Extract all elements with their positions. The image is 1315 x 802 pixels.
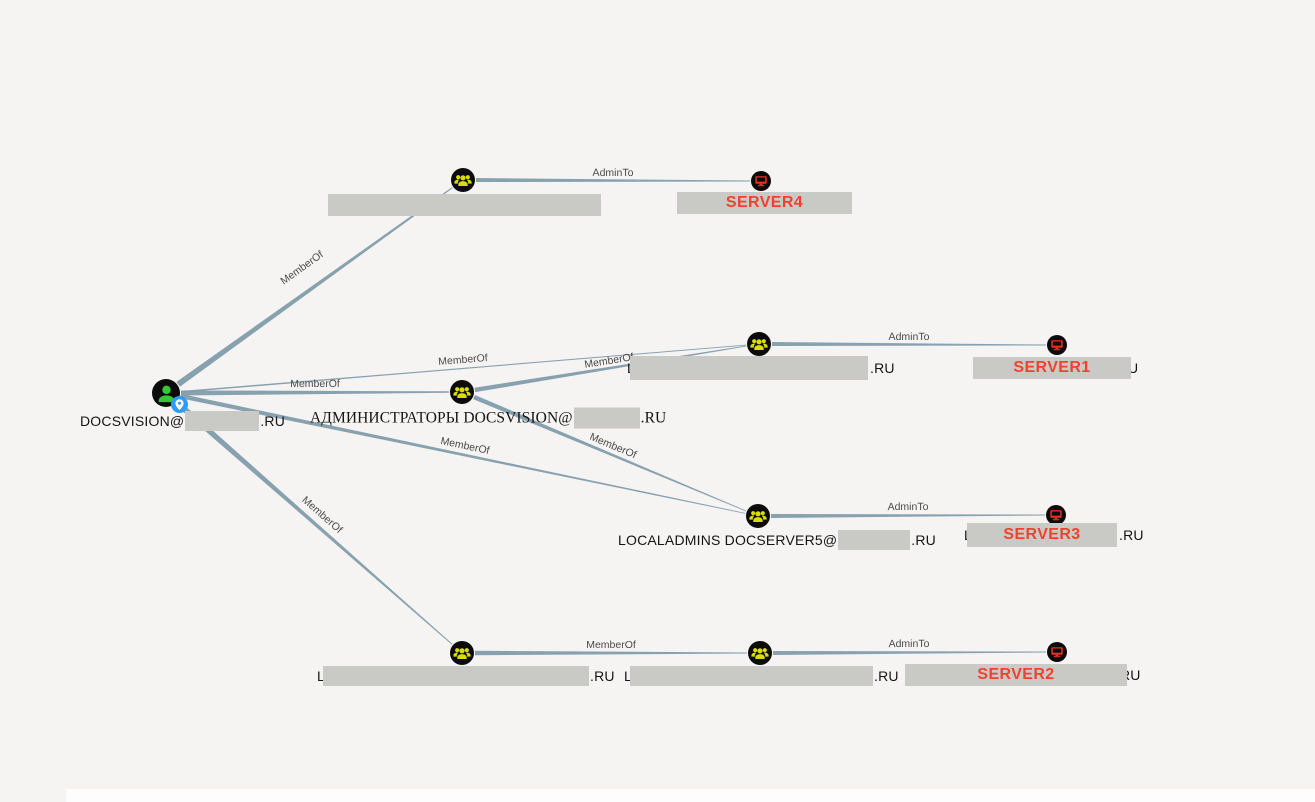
group-bottom1-label: L .RU: [317, 666, 615, 686]
group-localadmins-label: LOCALADMINS DOCSERVER5@ .RU: [618, 530, 936, 550]
group-icon: [453, 387, 471, 398]
computer-server4-node[interactable]: [751, 171, 771, 191]
computer-server2-node[interactable]: [1047, 642, 1067, 662]
server-name-box: SERVER4: [677, 192, 852, 214]
group-admins-node[interactable]: [450, 380, 474, 404]
computer-server2-label: SERVER2 RU: [905, 664, 1141, 686]
server-name-text: SERVER1: [1013, 359, 1091, 376]
group-icon: [454, 175, 472, 186]
computer-server1-node[interactable]: [1047, 335, 1067, 355]
edge-label-memberof[interactable]: MemberOf: [290, 378, 340, 391]
group-right-label: L.RU: [627, 356, 895, 380]
computer-server3-label: LSERVER3.RU: [964, 523, 1144, 547]
label-text: .RU: [911, 532, 936, 548]
edge-adminto[interactable]: [770, 513, 1046, 518]
label-text: .RU: [874, 668, 899, 684]
edge-label-adminto[interactable]: AdminTo: [888, 330, 930, 343]
group-right-node[interactable]: [747, 332, 771, 356]
redaction-box: [185, 411, 260, 431]
group-top-label: [328, 194, 601, 216]
edge-memberof[interactable]: [475, 650, 747, 656]
edge-memberof[interactable]: [175, 400, 453, 645]
label-text: DOCSVISION@: [80, 413, 185, 429]
computer-server3-node[interactable]: [1046, 505, 1066, 525]
group-icon: [453, 648, 471, 659]
user-docsvision-label: DOCSVISION@ .RU: [80, 411, 285, 431]
group-bottom1-node[interactable]: [450, 641, 474, 665]
edge-memberof[interactable]: [473, 394, 747, 512]
server-name-box: SERVER3: [967, 523, 1117, 547]
label-text: АДМИНИСТРАТОРЫ DOCSVISION@: [310, 409, 573, 426]
location-pin-icon: [171, 396, 188, 413]
group-bottom2-node[interactable]: [748, 641, 772, 665]
server-name-text: SERVER4: [725, 194, 804, 211]
group-admins-label: АДМИНИСТРАТОРЫ DOCSVISION@ .RU: [310, 407, 667, 429]
label-text: L: [317, 668, 325, 684]
edge-adminto[interactable]: [475, 178, 751, 183]
label-text: U: [1128, 360, 1139, 376]
label-text: .RU: [1119, 527, 1144, 543]
redaction-box: [630, 666, 873, 686]
group-icon: [750, 339, 768, 350]
edge-label-memberof[interactable]: MemberOf: [586, 639, 636, 651]
label-text: .RU: [260, 413, 286, 429]
edge-memberof[interactable]: [180, 390, 450, 396]
bottom-strip: [66, 789, 1315, 802]
label-text: .RU: [870, 360, 895, 376]
computer-icon: [1051, 647, 1063, 658]
server-name-box: SERVER1: [973, 357, 1131, 379]
label-text: L: [624, 668, 632, 684]
redaction-box: [573, 407, 640, 429]
group-localadmins-node[interactable]: [746, 504, 770, 528]
edge-memberof[interactable]: [180, 393, 746, 514]
group-top-node[interactable]: [451, 168, 475, 192]
location-pin-badge: [171, 396, 188, 413]
edge-adminto[interactable]: [771, 342, 1047, 347]
redaction-box: [328, 194, 601, 216]
computer-icon: [1051, 340, 1063, 351]
server-name-text: SERVER3: [1003, 526, 1081, 543]
redaction-box: [323, 666, 589, 686]
label-text: LOCALADMINS DOCSERVER5@: [618, 532, 838, 548]
label-text: .RU: [590, 668, 615, 684]
server-name-box: SERVER2: [905, 664, 1127, 686]
redaction-box: [630, 356, 868, 380]
group-bottom2-label: L .RU: [624, 666, 899, 686]
label-text: .RU: [640, 409, 667, 426]
edge-memberof[interactable]: [180, 344, 747, 393]
user-icon: [158, 385, 174, 402]
redaction-box: [838, 530, 911, 550]
edge-adminto[interactable]: [772, 650, 1047, 655]
computer-icon: [755, 176, 767, 187]
edge-label-adminto[interactable]: AdminTo: [592, 166, 634, 179]
server-name-text: SERVER2: [977, 666, 1055, 683]
group-icon: [749, 511, 767, 522]
computer-server1-label: SERVER1 U: [973, 357, 1138, 379]
computer-icon: [1050, 510, 1062, 521]
edge-label-adminto[interactable]: AdminTo: [889, 638, 930, 651]
computer-server4-label: SERVER4: [677, 192, 852, 214]
group-icon: [751, 648, 769, 659]
edge-memberof[interactable]: [176, 187, 453, 387]
edge-label-adminto[interactable]: AdminTo: [887, 501, 929, 514]
